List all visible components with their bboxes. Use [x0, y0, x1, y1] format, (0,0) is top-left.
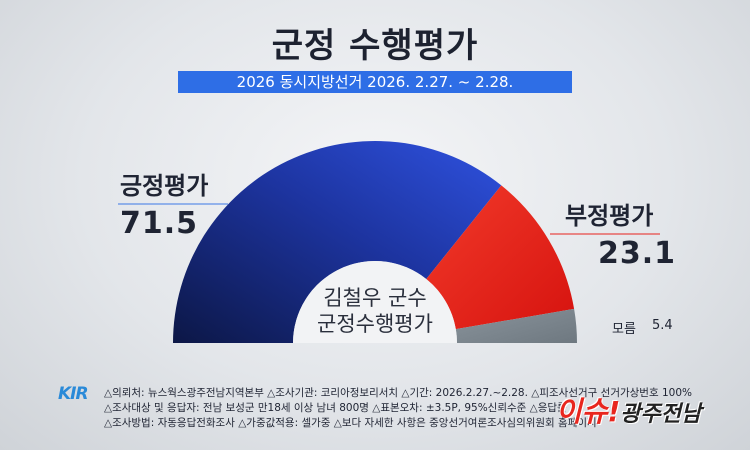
slice-positive [173, 141, 502, 343]
slice-negative [426, 185, 575, 330]
chart-title: 군정 수행평가 [271, 26, 479, 66]
label-negative-name: 부정평가 [565, 202, 654, 230]
label-negative-value: 23.1 [598, 236, 677, 271]
survey-info: △의뢰처: 뉴스웍스광주전남지역본부 △조사기관: 코리아정보리서치 △기간: … [104, 386, 744, 431]
slice-unknown [455, 308, 577, 343]
center-label: 김철우 군수 군정수행평가 [300, 285, 450, 337]
label-positive-value: 71.5 [120, 206, 199, 241]
center-label-line2: 군정수행평가 [317, 312, 433, 336]
brand-logo: 이슈!광주전남 [556, 395, 702, 428]
label-unknown-name: 모름 [612, 322, 636, 337]
survey-info-line2: △조사대상 및 응답자: 전남 보성군 만18세 이상 남녀 800명 △표본오… [104, 402, 567, 414]
label-positive-name: 긍정평가 [120, 172, 209, 200]
survey-info-line1: △의뢰처: 뉴스웍스광주전남지역본부 △조사기관: 코리아정보리서치 △기간: … [104, 387, 692, 399]
label-unknown-value: 5.4 [652, 318, 673, 333]
chart-subtitle: 2026 동시지방선거 2026. 2.27. ~ 2.28. [178, 71, 572, 93]
donut-hole [293, 261, 457, 343]
kir-logo: KIR [58, 384, 89, 404]
survey-info-line3: △조사방법: 자동응답전화조사 △가중값적용: 셀가중 △보다 자세한 사항은 … [104, 417, 597, 429]
center-label-line1: 김철우 군수 [323, 286, 427, 310]
